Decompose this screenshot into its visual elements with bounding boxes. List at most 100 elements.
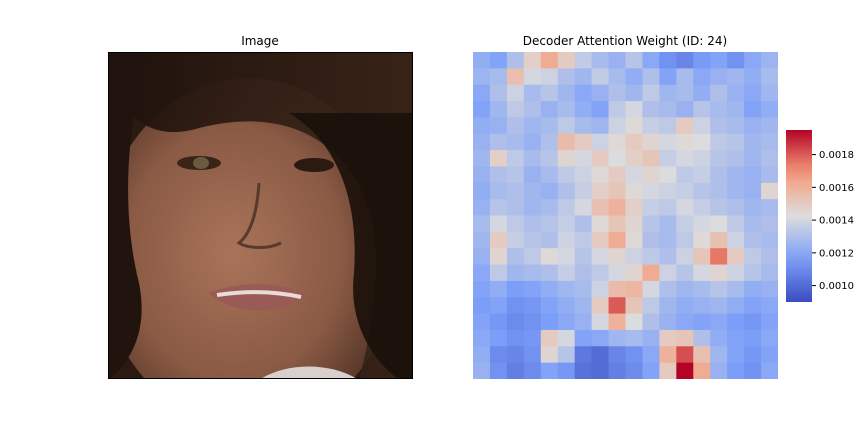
heatmap-cell [710, 264, 728, 282]
heatmap-cell [574, 133, 593, 151]
heatmap-cell [557, 362, 576, 379]
heatmap-cell [574, 199, 593, 216]
heatmap-cell [642, 182, 660, 200]
heatmap-cell [574, 150, 593, 167]
heatmap-cell [557, 166, 576, 184]
heatmap-cell [557, 68, 576, 86]
heatmap-cell [642, 362, 660, 379]
heatmap-cell [557, 133, 576, 151]
colorbar-tick-label: 0.0012 [819, 248, 854, 259]
heatmap-cell [523, 215, 542, 233]
heatmap-cell [676, 52, 694, 69]
heatmap-cell [625, 117, 643, 135]
heatmap-cell [727, 215, 745, 233]
heatmap-cell [710, 117, 728, 135]
heatmap-cell [557, 346, 576, 364]
heatmap-cell [523, 297, 542, 315]
heatmap-cell [693, 313, 711, 331]
heatmap-cell [761, 329, 778, 347]
heatmap-cell [642, 133, 660, 151]
heatmap-cell [523, 264, 542, 282]
heatmap-cell [761, 313, 778, 331]
heatmap-cell [591, 52, 610, 69]
heatmap-cell [574, 52, 593, 69]
heatmap-cell [761, 117, 778, 135]
heatmap-cell [473, 264, 491, 282]
heatmap-cell [540, 150, 559, 167]
heatmap-cell [676, 280, 694, 298]
heatmap-cell [744, 166, 762, 184]
heatmap-cell [608, 264, 626, 282]
heatmap-cell [676, 150, 694, 167]
heatmap-cell [489, 84, 508, 102]
heatmap-cell [523, 52, 542, 69]
heatmap-cell [659, 346, 677, 364]
heatmap-cell [557, 52, 576, 69]
heatmap-cell [625, 133, 643, 151]
heatmap-cell [744, 280, 762, 298]
heatmap-cell [693, 133, 711, 151]
heatmap-cell [659, 166, 677, 184]
heatmap-cell [506, 133, 525, 151]
heatmap-cell [625, 329, 643, 347]
heatmap-cell [625, 215, 643, 233]
heatmap-cell [540, 280, 559, 298]
heatmap-cell [761, 182, 778, 200]
heatmap-cell [489, 329, 508, 347]
heatmap-cell [676, 313, 694, 331]
heatmap-cell [710, 101, 728, 118]
heatmap-cell [642, 199, 660, 216]
heatmap-cell [710, 215, 728, 233]
heatmap-cell [659, 264, 677, 282]
heatmap-cell [574, 117, 593, 135]
heatmap-cell [523, 166, 542, 184]
heatmap-cell [744, 329, 762, 347]
heatmap-cell [523, 313, 542, 331]
heatmap-cell [727, 199, 745, 216]
colorbar: 0.0010 0.0012 0.0014 0.0016 0.0018 [786, 130, 854, 302]
heatmap-cell [506, 362, 525, 379]
heatmap-cell [744, 313, 762, 331]
heatmap-cell [761, 362, 778, 379]
heatmap-cell [591, 346, 610, 364]
heatmap-cell [761, 68, 778, 86]
heatmap-cell [574, 329, 593, 347]
heatmap-cell [727, 297, 745, 315]
heatmap-cell [727, 329, 745, 347]
face-image [108, 52, 413, 379]
heatmap-cell [659, 150, 677, 167]
heatmap-cell [625, 297, 643, 315]
heatmap-cell [540, 248, 559, 266]
heatmap-cell [574, 182, 593, 200]
heatmap-cell [744, 231, 762, 249]
heatmap-cell [659, 313, 677, 331]
heatmap-title: Decoder Attention Weight (ID: 24) [522, 34, 728, 48]
heatmap-cell [574, 280, 593, 298]
heatmap-cell [506, 117, 525, 135]
heatmap-cell [557, 101, 576, 118]
heatmap-cell [727, 166, 745, 184]
heatmap-cell [744, 52, 762, 69]
heatmap-cell [676, 84, 694, 102]
heatmap-cell [540, 133, 559, 151]
heatmap-cell [540, 231, 559, 249]
heatmap-cell [506, 248, 525, 266]
heatmap-cell [710, 199, 728, 216]
heatmap-cell [625, 68, 643, 86]
heatmap-cell [676, 133, 694, 151]
heatmap-cell [676, 199, 694, 216]
heatmap-cell [489, 101, 508, 118]
heatmap-cell [540, 329, 559, 347]
heatmap-cell [591, 280, 610, 298]
heatmap-cell [625, 150, 643, 167]
heatmap-cell [642, 313, 660, 331]
heatmap-cell [540, 297, 559, 315]
heatmap-cell [591, 313, 610, 331]
heatmap-cell [473, 297, 491, 315]
heatmap-cell [744, 264, 762, 282]
heatmap-cell [744, 150, 762, 167]
heatmap-cell [693, 362, 711, 379]
heatmap-cell [506, 264, 525, 282]
heatmap-cell [727, 101, 745, 118]
heatmap-cell [744, 84, 762, 102]
